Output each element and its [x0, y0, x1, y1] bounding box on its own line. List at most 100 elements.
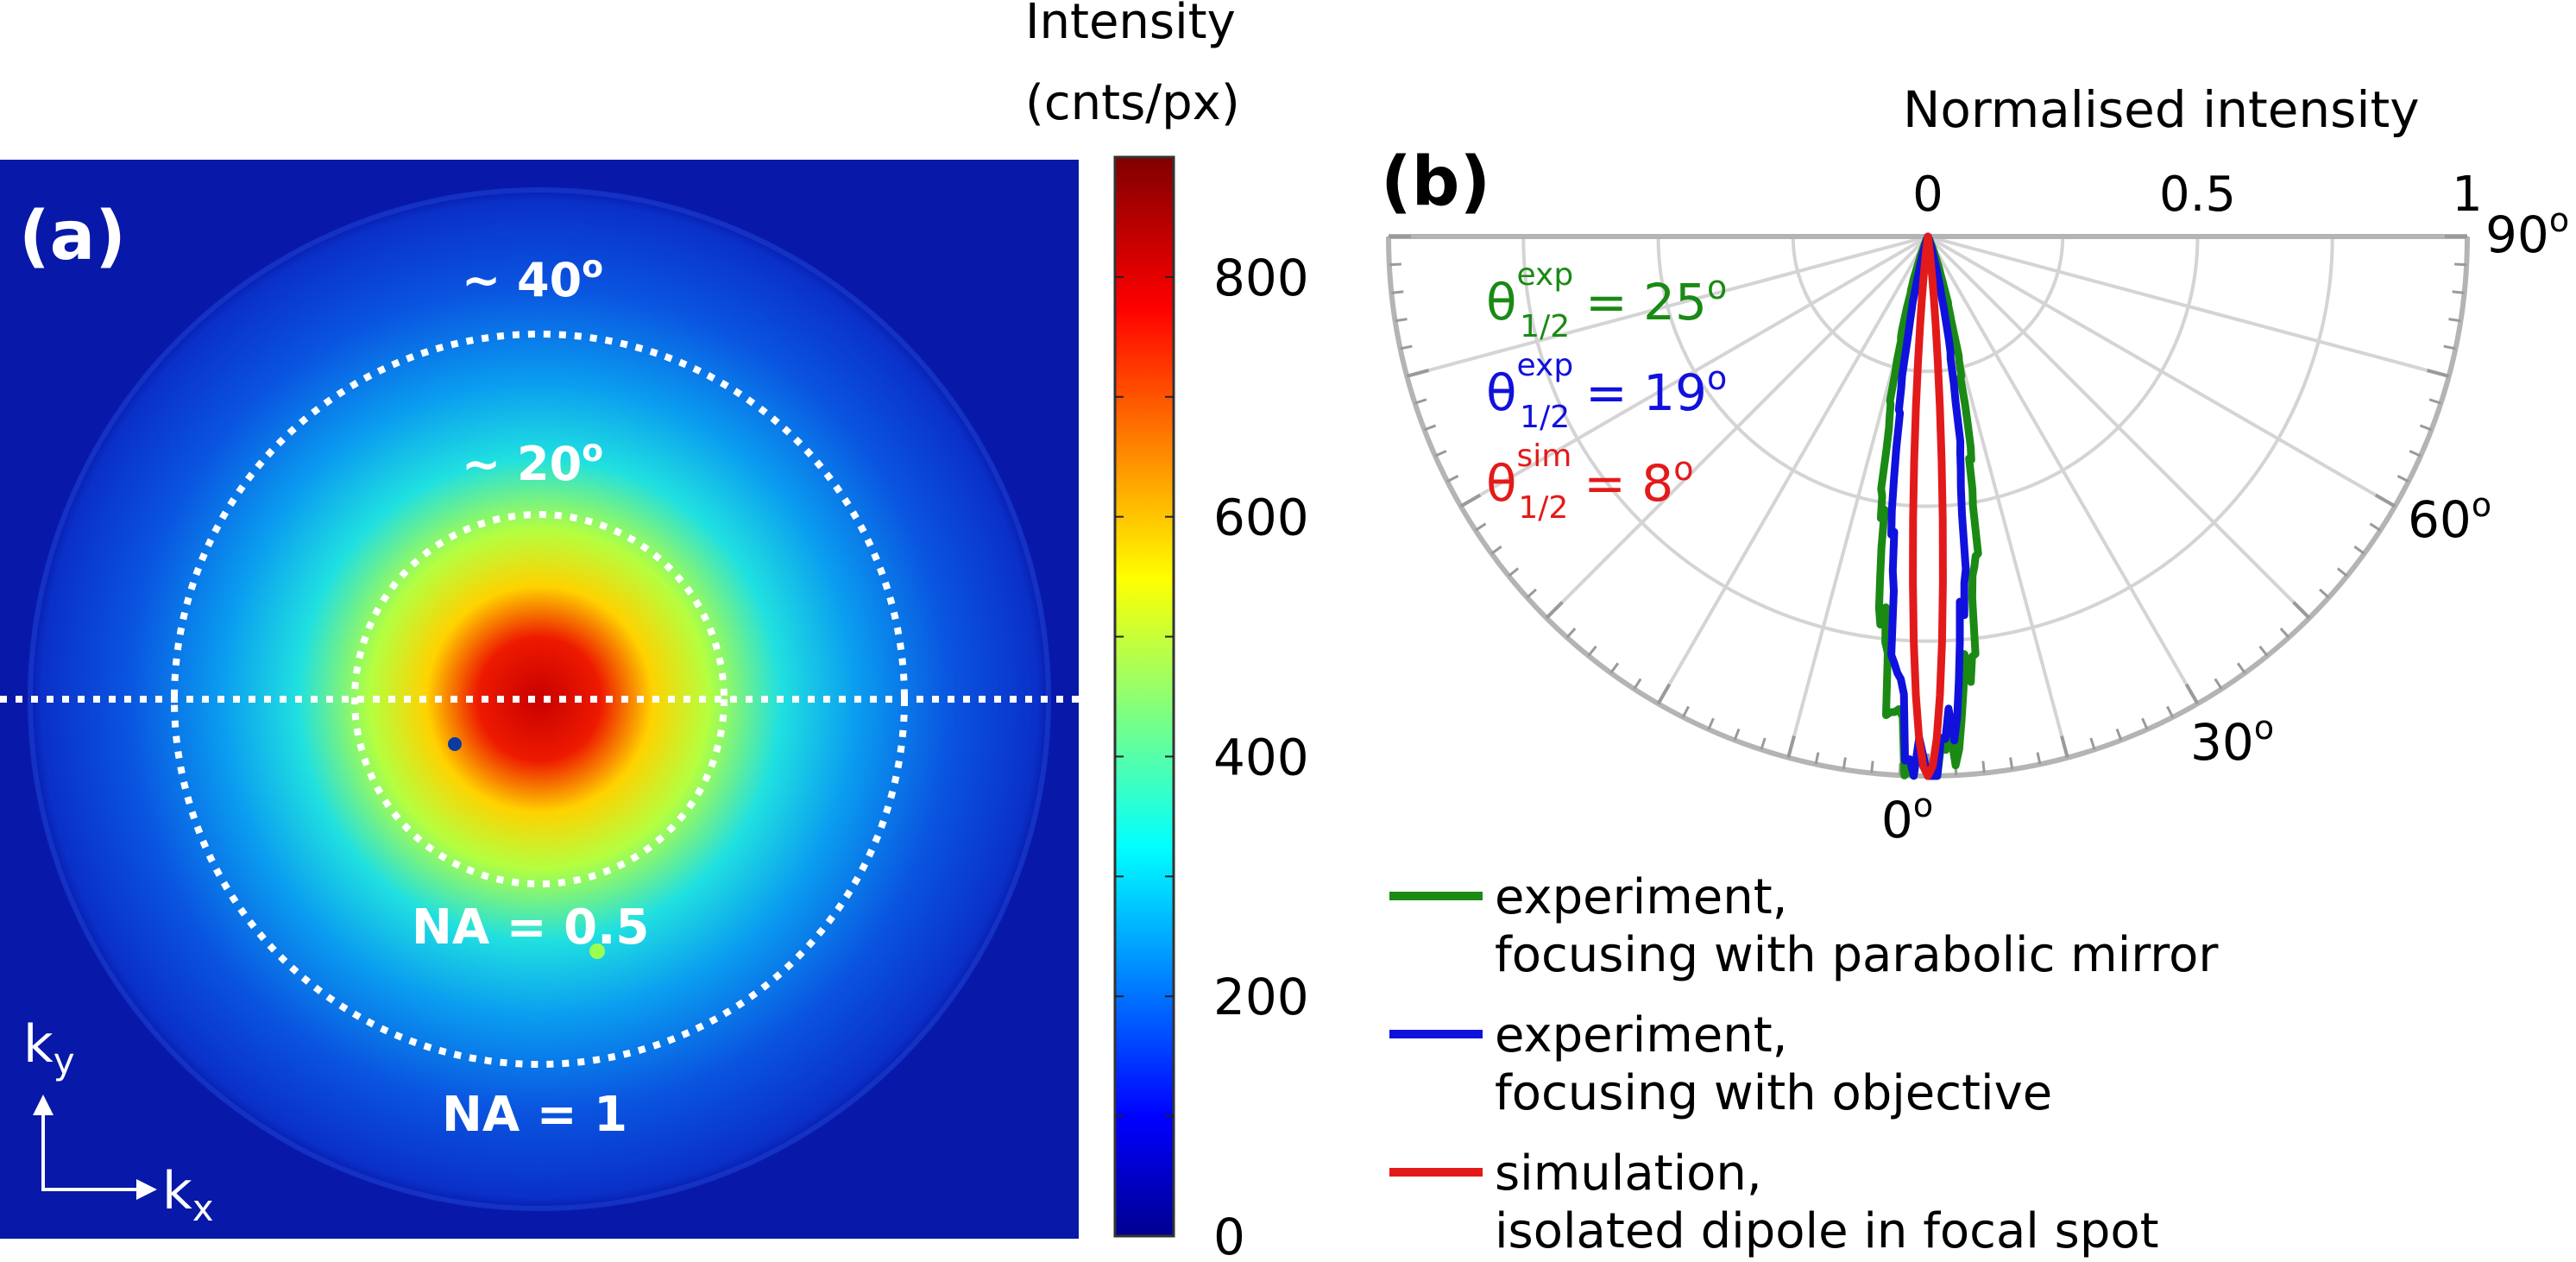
- ring-20deg: [351, 511, 727, 887]
- polar-angle-tick: [2448, 318, 2461, 323]
- polar-angle-tick: [2258, 645, 2269, 657]
- polar-angle-tick: [2089, 737, 2096, 750]
- polar-angle-tick: [1786, 735, 1796, 759]
- polar-angle-tick: [2292, 601, 2311, 620]
- polar-angle-label: 30o: [2190, 709, 2274, 772]
- polar-angle-tick: [2060, 735, 2069, 759]
- polar-grid-arc: [1791, 236, 2065, 374]
- polar-angle-tick: [1733, 728, 1741, 741]
- legend-label-line2: focusing with objective: [1495, 1065, 2052, 1121]
- polar-angle-tick: [1633, 678, 1642, 690]
- polar-angle-tick: [1565, 628, 1577, 639]
- polar-annotation: θexp 1/2 = 25o: [1486, 257, 1727, 344]
- panel-a: (a) ~ 40o ~ 20o NA = 0.5 NA = 1 ky kx: [0, 160, 1079, 1239]
- polar-angle-tick: [2336, 567, 2348, 577]
- polar-angle-label: 90o: [2485, 201, 2569, 264]
- colorbar: Intensity (cnts/px) 0 200 400 600 800: [1025, 0, 1309, 1262]
- polar-annotation: θsim 1/2 = 8o: [1486, 439, 1693, 526]
- legend-label-line1: experiment,: [1495, 869, 1787, 925]
- polar-angle-tick: [1475, 522, 1487, 532]
- polar-angle-tick: [1681, 705, 1690, 718]
- polar-angle-tick: [2115, 728, 2123, 741]
- polar-angle-tick: [1400, 344, 1413, 350]
- polar-angle-tick: [2369, 522, 2381, 532]
- polar-angle-tick: [1389, 262, 1401, 267]
- polar-angle-tick: [2166, 705, 2175, 718]
- legend-label-line2: isolated dipole in focal spot: [1495, 1203, 2159, 1259]
- k-axes-indicator: ky kx: [23, 1014, 214, 1229]
- polar-angle-tick: [1842, 757, 1847, 770]
- legend-label-line1: simulation,: [1495, 1145, 1762, 1202]
- polar-angle-tick: [1526, 588, 1537, 599]
- panel-b: (b) Normalised intensity 0 0.5 1 0o 30o 60o 90…: [1381, 80, 2569, 1259]
- colorbar-title-line2: (cnts/px): [1025, 75, 1240, 131]
- polar-angle-tick: [2428, 398, 2441, 405]
- ky-arrow-head: [33, 1095, 54, 1115]
- na-1-label: NA = 1: [442, 1087, 627, 1143]
- ring-20-label: ~ 20o: [462, 433, 603, 491]
- polar-radial-tick-label: 0: [1912, 167, 1943, 223]
- polar-angle-tick: [2419, 424, 2433, 432]
- polar-angle-tick: [2452, 290, 2465, 294]
- legend-label-line2: focusing with parabolic mirror: [1495, 927, 2219, 983]
- panel-b-label: (b): [1381, 143, 1490, 221]
- polar-angle-tick: [2374, 493, 2396, 508]
- polar-tick-labels: 0 0.5 1 0o 30o 60o 90o: [1881, 167, 2569, 849]
- polar-angle-tick: [1434, 450, 1447, 457]
- polar-annotation: θexp 1/2 = 19o: [1486, 348, 1727, 435]
- polar-radial-tick-label: 1: [2452, 167, 2483, 223]
- polar-angle-tick: [2141, 717, 2149, 730]
- colorbar-tick-label: 400: [1213, 728, 1309, 786]
- artifact-spot: [448, 737, 462, 751]
- polar-angle-tick: [1981, 760, 1986, 773]
- polar-angle-tick: [1446, 475, 1459, 483]
- polar-angle-tick: [2279, 628, 2290, 639]
- colorbar-ticks: 0 200 400 600 800: [1115, 249, 1309, 1262]
- aperture-edge: [28, 187, 1051, 1211]
- colorbar-title-line1: Intensity: [1025, 0, 1236, 50]
- artifact-spot-2: [589, 943, 605, 959]
- polar-angle-tick: [1760, 737, 1767, 750]
- polar-angle-tick: [2454, 262, 2467, 267]
- polar-angle-tick: [1395, 318, 1408, 323]
- polar-angle-tick: [2353, 545, 2365, 555]
- polar-grid-arc: [1656, 236, 2200, 508]
- polar-angle-tick: [1587, 645, 1597, 657]
- na-05-label: NA = 0.5: [412, 899, 649, 956]
- polar-angle-tick: [1707, 717, 1715, 730]
- polar-angle-tick: [1656, 683, 1672, 705]
- polar-angle-tick: [1609, 662, 1620, 674]
- polar-angle-label: 60o: [2408, 486, 2491, 549]
- polar-title: Normalised intensity: [1903, 80, 2420, 139]
- polar-angle-tick: [2009, 757, 2014, 770]
- polar-angle-tick: [1406, 369, 1429, 378]
- polar-angle-tick: [1870, 760, 1874, 773]
- polar-angle-tick: [1814, 752, 1820, 765]
- polar-grid-arc: [1521, 236, 2334, 643]
- kx-label: kx: [162, 1161, 214, 1229]
- panel-a-label: (a): [19, 198, 126, 275]
- polar-angle-tick: [1423, 424, 1437, 432]
- polar-angle-tick: [2443, 344, 2456, 350]
- polar-angle-tick: [2184, 683, 2200, 705]
- polar-angle-tick: [2396, 475, 2409, 483]
- legend-label-line1: experiment,: [1495, 1007, 1787, 1063]
- ky-label: ky: [23, 1014, 75, 1082]
- polar-angle-tick: [1490, 545, 1502, 555]
- colorbar-tick-label: 800: [1213, 249, 1309, 307]
- colorbar-tick-label: 0: [1213, 1208, 1245, 1262]
- polar-radial-tick-label: 0.5: [2159, 167, 2236, 223]
- polar-curves: [1874, 232, 1982, 780]
- colorbar-tick-label: 200: [1213, 968, 1309, 1026]
- polar-angle-tick: [2236, 662, 2246, 674]
- ring-40-label: ~ 40o: [462, 249, 603, 307]
- polar-angle-tick: [2214, 678, 2223, 690]
- polar-angle-tick: [2427, 369, 2450, 378]
- polar-angle-label: 0o: [1881, 786, 1933, 849]
- polar-angle-tick: [2036, 752, 2042, 765]
- kx-arrow-head: [136, 1179, 157, 1200]
- polar-angle-tick: [1545, 601, 1564, 620]
- polar-angle-tick: [1508, 567, 1520, 577]
